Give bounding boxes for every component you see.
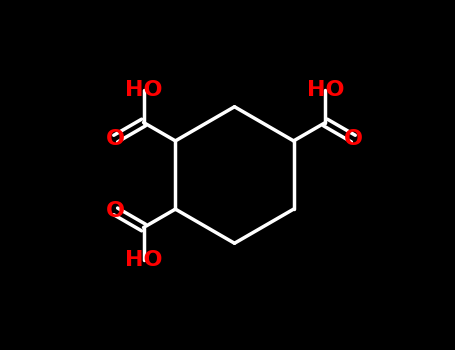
Text: O: O	[344, 128, 363, 149]
Text: HO: HO	[125, 80, 162, 100]
Text: HO: HO	[307, 80, 344, 100]
Text: HO: HO	[125, 250, 162, 270]
Text: O: O	[106, 128, 125, 149]
Text: O: O	[106, 201, 125, 222]
